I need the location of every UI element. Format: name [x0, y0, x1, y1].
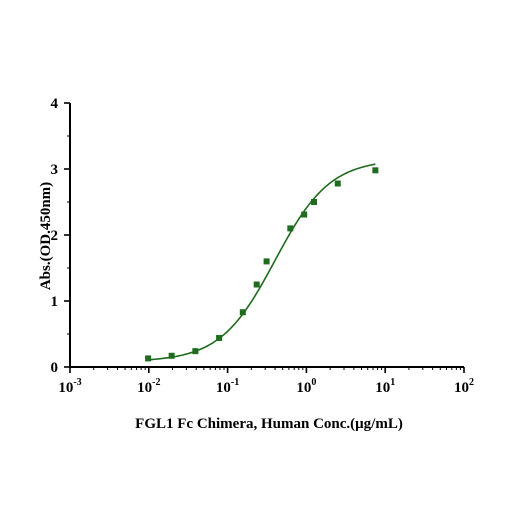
y-tick-label: 3 — [51, 162, 59, 178]
x-tick-label: 101 — [375, 377, 395, 396]
y-tick-label: 2 — [51, 228, 59, 244]
data-points — [145, 167, 379, 362]
data-point — [192, 348, 199, 355]
data-point — [287, 225, 294, 232]
x-axis-title: FGL1 Fc Chimera, Human Conc.(μg/mL) — [135, 416, 403, 432]
y-axis: 0 1 2 3 4 — [51, 96, 71, 376]
data-point — [239, 309, 246, 316]
data-point — [145, 355, 152, 362]
x-tick-label: 10-2 — [137, 377, 160, 396]
data-point — [334, 180, 341, 187]
x-axis: 10-3 10-2 10-1 100 101 102 — [58, 366, 474, 396]
x-tick-label: 100 — [296, 377, 316, 396]
data-point — [263, 258, 270, 265]
data-point — [216, 334, 223, 341]
x-tick-label: 10-3 — [58, 377, 81, 396]
x-tick-label: 10-1 — [216, 377, 239, 396]
data-point — [372, 167, 379, 174]
y-tick-label: 4 — [51, 96, 59, 112]
data-point — [253, 281, 260, 288]
y-tick-label: 0 — [51, 360, 59, 376]
y-axis-title: Abs.(OD.450nm) — [38, 182, 54, 290]
y-tick-label: 1 — [51, 294, 59, 310]
x-tick-label: 102 — [454, 377, 474, 396]
data-point — [168, 352, 175, 359]
fit-curve — [148, 163, 376, 361]
data-point — [311, 199, 318, 205]
data-point — [301, 211, 308, 218]
